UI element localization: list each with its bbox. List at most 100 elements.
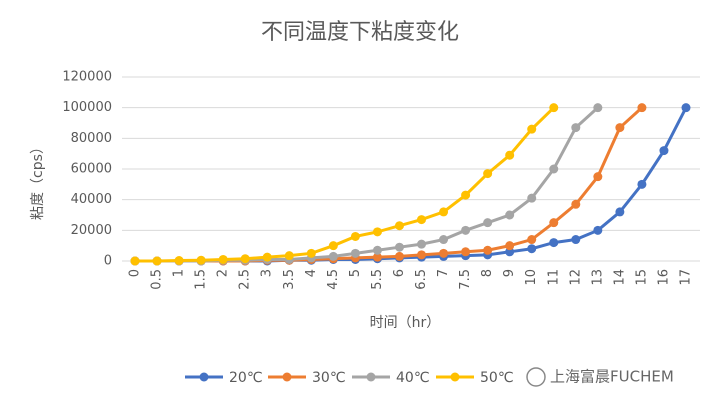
- data-point: [328, 241, 338, 251]
- x-tick-label: 2: [216, 269, 231, 277]
- data-point: [549, 103, 559, 113]
- x-tick-label: 6: [392, 269, 407, 277]
- legend-label: 50℃: [480, 370, 514, 386]
- data-point: [593, 225, 603, 235]
- legend-label: 40℃: [396, 370, 430, 386]
- data-point: [262, 252, 272, 262]
- data-point: [152, 256, 162, 266]
- data-point: [505, 241, 515, 251]
- data-point: [240, 254, 250, 264]
- data-point: [571, 235, 581, 245]
- data-point: [461, 247, 471, 257]
- data-point: [350, 248, 360, 258]
- data-point: [571, 123, 581, 133]
- data-point: [483, 169, 493, 179]
- legend-label: 20℃: [229, 370, 263, 386]
- data-point: [372, 227, 382, 237]
- data-point: [549, 164, 559, 174]
- data-point: [527, 193, 537, 203]
- data-point: [571, 199, 581, 209]
- data-point: [549, 238, 559, 248]
- x-tick-label: 3.5: [282, 269, 297, 290]
- watermark-text: 上海富晨FUCHEM: [550, 368, 674, 386]
- data-point: [593, 172, 603, 182]
- data-point: [461, 190, 471, 200]
- data-point: [615, 207, 625, 217]
- data-point: [417, 250, 427, 260]
- x-tick-label: 7.5: [458, 269, 473, 290]
- x-tick-label: 10: [524, 269, 539, 286]
- x-tick-label: 0: [128, 269, 143, 277]
- data-point: [394, 251, 404, 261]
- data-point: [637, 179, 647, 189]
- data-point: [483, 245, 493, 255]
- data-point: [174, 256, 184, 266]
- x-tick-label: 5: [348, 269, 363, 277]
- data-point: [328, 251, 338, 261]
- y-tick-label: 100000: [62, 100, 112, 115]
- x-tick-label: 1.5: [194, 269, 209, 290]
- data-point: [527, 124, 537, 134]
- x-tick-label: 2.5: [238, 269, 253, 290]
- data-point: [505, 150, 515, 160]
- x-tick-label: 8: [480, 269, 495, 277]
- y-tick-label: 80000: [71, 131, 112, 146]
- data-point: [527, 235, 537, 245]
- x-tick-label: 1: [172, 269, 187, 277]
- legend-label: 30℃: [312, 370, 346, 386]
- data-point: [461, 225, 471, 235]
- data-point: [130, 256, 140, 266]
- x-tick-label: 13: [590, 269, 605, 286]
- data-point: [394, 221, 404, 231]
- watermark-icon: [526, 367, 546, 387]
- data-point: [417, 215, 427, 225]
- legend-marker: [366, 372, 376, 382]
- x-tick-label: 14: [612, 269, 627, 286]
- x-axis-label: 时间（hr）: [370, 315, 441, 331]
- data-point: [615, 123, 625, 133]
- data-point: [549, 218, 559, 228]
- x-tick-label: 17: [679, 269, 694, 286]
- x-tick-label: 11: [546, 269, 561, 286]
- data-point: [372, 252, 382, 262]
- data-point: [284, 251, 294, 261]
- chart-title: 不同温度下粘度变化: [261, 20, 459, 45]
- data-point: [593, 103, 603, 113]
- y-tick-label: 60000: [71, 162, 112, 177]
- data-point: [350, 231, 360, 241]
- data-point: [659, 146, 669, 156]
- legend-marker: [282, 372, 292, 382]
- data-point: [439, 235, 449, 245]
- data-point: [306, 248, 316, 258]
- data-point: [218, 254, 228, 264]
- data-point: [637, 103, 647, 113]
- data-point: [439, 248, 449, 258]
- data-point: [505, 210, 515, 220]
- y-tick-label: 0: [104, 254, 112, 269]
- x-tick-label: 4: [304, 269, 319, 277]
- y-axis-label: 粘度（cps）: [30, 140, 46, 220]
- y-tick-label: 120000: [62, 70, 112, 85]
- legend-marker: [450, 372, 460, 382]
- y-tick-label: 40000: [71, 192, 112, 207]
- data-point: [394, 242, 404, 252]
- data-point: [439, 207, 449, 217]
- data-point: [527, 244, 537, 254]
- x-tick-label: 7: [436, 269, 451, 277]
- x-tick-label: 5.5: [370, 269, 385, 290]
- x-tick-label: 12: [568, 269, 583, 286]
- data-point: [483, 218, 493, 228]
- x-tick-label: 0.5: [150, 269, 165, 290]
- y-tick-label: 20000: [71, 223, 112, 238]
- data-point: [196, 255, 206, 265]
- x-tick-label: 16: [656, 269, 671, 286]
- data-point: [417, 239, 427, 249]
- legend-marker: [199, 372, 209, 382]
- data-point: [681, 103, 691, 113]
- x-tick-label: 4.5: [326, 269, 341, 290]
- x-tick-label: 6.5: [414, 269, 429, 290]
- x-tick-label: 3: [260, 269, 275, 277]
- x-tick-label: 15: [634, 269, 649, 286]
